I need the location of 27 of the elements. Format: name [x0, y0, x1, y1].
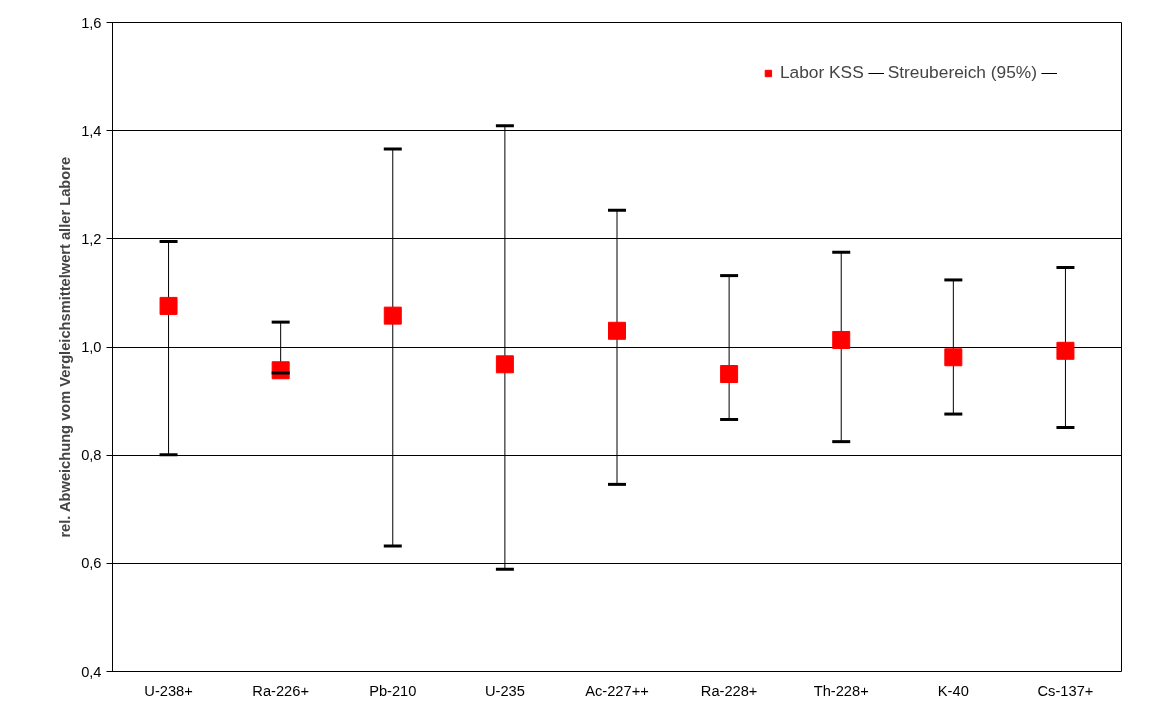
point	[944, 348, 963, 367]
y-tick-label: 0,6	[81, 555, 102, 572]
point	[720, 365, 739, 384]
point	[608, 321, 626, 340]
point	[159, 296, 178, 315]
x-tick-label: Ra-226+	[252, 682, 309, 699]
y-tick-label: 1,4	[81, 122, 102, 139]
x-tick-label: Ra-228+	[700, 682, 758, 699]
legend-label: Labor KSS	[779, 62, 864, 83]
x-tick-label: U-238+	[144, 682, 193, 699]
point	[383, 306, 402, 325]
y-tick-label: 1,0	[81, 339, 102, 355]
x-tick-label: Cs-137+	[1037, 682, 1094, 699]
y-axis-title: rel. Abweichung vom Vergleichsmittelwert aller Labore	[57, 156, 74, 538]
y-tick-label: 0,8	[81, 447, 102, 464]
y-tick-label: 1,2	[81, 230, 102, 247]
x-tick-label: U-235	[484, 682, 525, 699]
x-tick-label: Ac-227++	[585, 682, 649, 699]
y-tick-label: 0,4	[81, 663, 102, 680]
point	[832, 330, 851, 349]
x-tick-label: Pb-210	[369, 682, 417, 699]
annotation: Streubereich (95%)	[887, 62, 1037, 83]
point	[495, 355, 514, 374]
x-tick-label: K-40	[937, 682, 969, 699]
point	[1056, 341, 1075, 360]
y-tick-label: 1,6	[81, 14, 102, 31]
x-tick-label: Th-228+	[813, 682, 869, 699]
